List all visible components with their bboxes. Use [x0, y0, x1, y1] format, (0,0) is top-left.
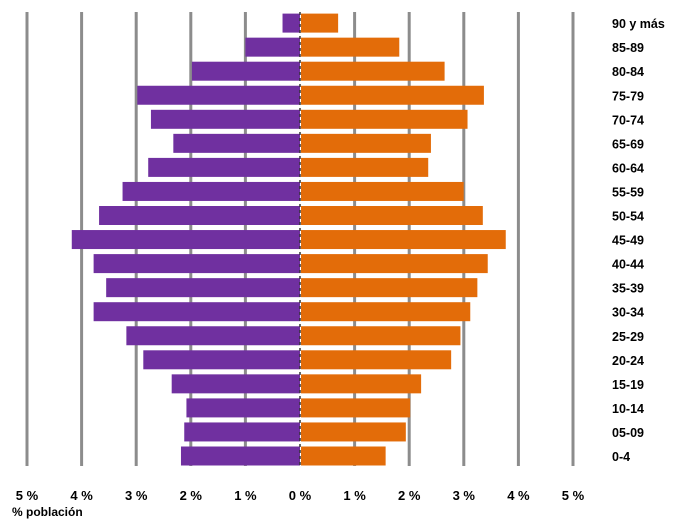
bar-left-85-89	[245, 37, 300, 57]
bar-left-90 y más	[282, 13, 300, 33]
bar-left-75-79	[137, 85, 300, 105]
bar-left-40-44	[93, 254, 300, 274]
age-label: 80-84	[612, 65, 644, 79]
age-label: 05-09	[612, 426, 644, 440]
bar-left-25-29	[126, 326, 300, 346]
x-tick-label: 5 %	[562, 488, 585, 503]
age-label: 25-29	[612, 330, 644, 344]
x-tick-label: 0 %	[289, 488, 312, 503]
bar-right-25-29	[301, 326, 461, 346]
right-series-bars	[301, 13, 506, 466]
age-label: 10-14	[612, 402, 644, 416]
x-axis-tick-labels: 5 % 4 % 3 % 2 % 1 % 0 % 1 % 2 % 3 % 4 % 5 %	[16, 488, 585, 503]
age-label: 50-54	[612, 210, 644, 224]
bar-left-30-34	[93, 302, 300, 322]
bar-right-75-79	[301, 85, 484, 105]
age-label: 85-89	[612, 41, 644, 55]
bar-right-60-64	[301, 157, 429, 177]
bar-left-55-59	[122, 181, 300, 201]
bar-left-35-39	[106, 278, 300, 298]
x-tick-label: 4 %	[70, 488, 93, 503]
x-tick-label: 2 %	[398, 488, 421, 503]
age-label: 60-64	[612, 161, 644, 175]
x-tick-label: 3 %	[453, 488, 476, 503]
bar-right-40-44	[301, 254, 488, 274]
bar-right-70-74	[301, 109, 468, 129]
bar-right-30-34	[301, 302, 471, 322]
bar-left-65-69	[173, 133, 300, 153]
age-group-labels: 0-4 05-09 10-14 15-19 20-24 25-29 30-34 35-39 40…	[612, 17, 665, 464]
bar-right-80-84	[301, 61, 445, 81]
bar-left-10-14	[186, 398, 300, 418]
bar-left-80-84	[191, 61, 300, 81]
bar-left-20-24	[143, 350, 300, 370]
bar-right-05-09	[301, 422, 406, 442]
bar-right-55-59	[301, 181, 464, 201]
age-label: 45-49	[612, 234, 644, 248]
bar-right-90 y más	[301, 13, 339, 33]
bar-left-0-4	[180, 446, 300, 466]
age-label: 70-74	[612, 113, 644, 127]
age-label: 0-4	[612, 450, 630, 464]
bar-left-60-64	[148, 157, 300, 177]
bar-left-70-74	[150, 109, 300, 129]
x-tick-label: 4 %	[507, 488, 530, 503]
bar-right-65-69	[301, 133, 431, 153]
bar-left-45-49	[71, 230, 300, 250]
bar-right-0-4	[301, 446, 386, 466]
age-label: 40-44	[612, 258, 644, 272]
age-label: 15-19	[612, 378, 644, 392]
age-label: 65-69	[612, 137, 644, 151]
bar-left-05-09	[184, 422, 300, 442]
x-tick-label: 3 %	[125, 488, 148, 503]
bar-left-15-19	[171, 374, 300, 394]
x-tick-label: 2 %	[180, 488, 203, 503]
x-tick-label: 1 %	[343, 488, 366, 503]
x-tick-label: 1 %	[234, 488, 257, 503]
age-label: 55-59	[612, 185, 644, 199]
bar-right-85-89	[301, 37, 400, 57]
age-label: 75-79	[612, 89, 644, 103]
bar-right-50-54	[301, 206, 483, 225]
x-axis-title: % población	[12, 505, 83, 519]
bar-right-15-19	[301, 374, 422, 394]
bar-right-20-24	[301, 350, 452, 370]
age-label: 35-39	[612, 282, 644, 296]
left-series-bars	[71, 13, 301, 466]
bar-right-45-49	[301, 230, 506, 250]
x-tick-label: 5 %	[16, 488, 39, 503]
age-label: 90 y más	[612, 17, 665, 31]
age-label: 20-24	[612, 354, 644, 368]
bar-right-10-14	[301, 398, 411, 418]
bar-right-35-39	[301, 278, 478, 298]
age-label: 30-34	[612, 306, 644, 320]
bar-left-50-54	[99, 206, 301, 225]
